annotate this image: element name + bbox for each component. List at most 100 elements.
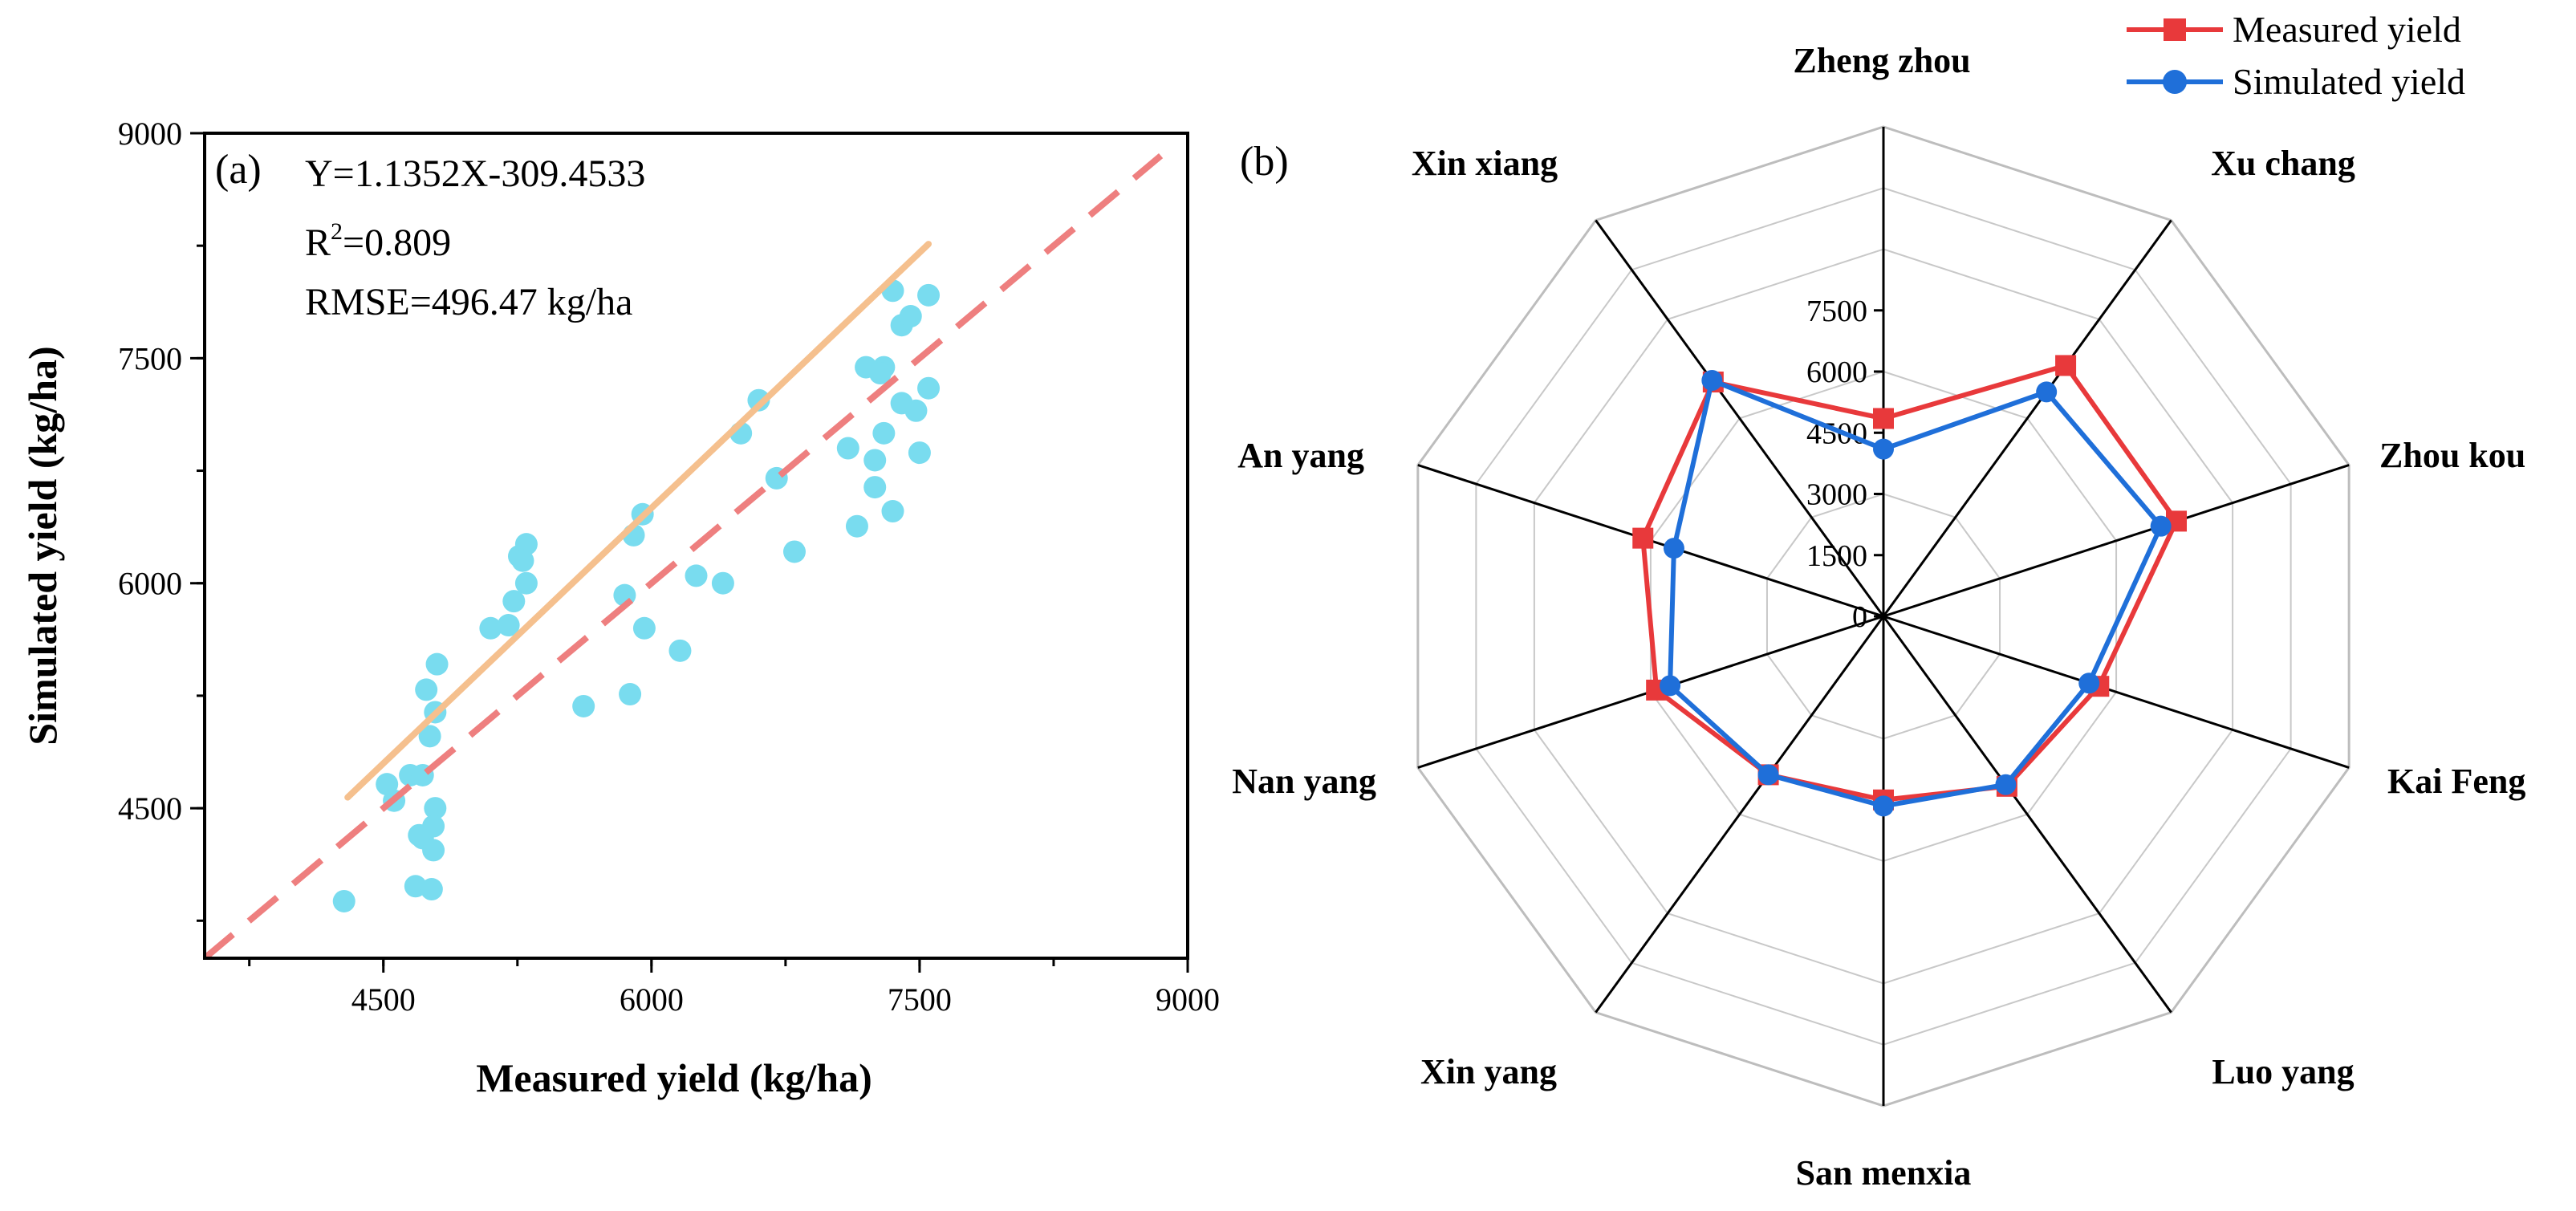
scatter-point-39 xyxy=(863,476,887,499)
radar-axis-label-3: Kai Feng xyxy=(2387,762,2525,801)
r-squared-value: =0.809 xyxy=(343,221,451,264)
scatter-point-12 xyxy=(415,678,438,701)
scatter-point-49 xyxy=(890,392,913,415)
scatter-panel: 4500 6000 7500 9000 4500 6000 7500 9000 (a) Y=1… xyxy=(20,116,1220,1100)
scatter-ticks: 4500 6000 7500 9000 4500 6000 7500 9000 xyxy=(118,116,1220,1018)
radial-tick-label-0: 0 xyxy=(1852,600,1867,634)
y-tick-label-6000: 6000 xyxy=(118,566,182,602)
radar-spoke-6 xyxy=(1595,616,1885,1014)
scatter-panel-label: (a) xyxy=(215,147,262,193)
radar-panel-label: (b) xyxy=(1240,139,1289,185)
r-squared: R2=0.809 xyxy=(305,218,451,264)
scatter-point-4 xyxy=(424,797,447,820)
radar-spoke-2 xyxy=(1883,464,2350,618)
radial-tick-label-1500: 1500 xyxy=(1806,539,1867,573)
legend-marker-measured xyxy=(2164,18,2186,41)
legend-label-measured: Measured yield xyxy=(2233,9,2461,50)
measured-marker-8 xyxy=(1632,527,1654,549)
radar-spoke-3 xyxy=(1883,615,2350,769)
scatter-point-37 xyxy=(845,514,868,538)
radar-axis-label-9: Xin xiang xyxy=(1412,144,1558,183)
radar-axis-label-7: Nan yang xyxy=(1232,762,1376,801)
simulated-marker-9 xyxy=(1701,369,1723,391)
simulated-marker-8 xyxy=(1663,538,1684,559)
scatter-point-17 xyxy=(502,590,526,613)
legend-marker-simulated xyxy=(2163,70,2187,94)
scatter-point-14 xyxy=(422,815,445,838)
regression-line xyxy=(344,241,932,801)
legend-item-measured: Measured yield xyxy=(2127,9,2461,50)
measured-marker-0 xyxy=(1873,408,1894,429)
radar-axis-label-1: Xu chang xyxy=(2211,144,2355,183)
radar-line-simulated xyxy=(1668,377,2164,809)
x-tick-label-9000: 9000 xyxy=(1156,981,1220,1018)
measured-marker-1 xyxy=(2055,355,2077,376)
scatter-point-36 xyxy=(836,437,859,460)
rmse-text: RMSE=496.47 kg/ha xyxy=(305,281,632,323)
scatter-plot-area xyxy=(205,152,1164,958)
simulated-marker-2 xyxy=(2150,515,2172,537)
radar-axis-label-5: San menxia xyxy=(1796,1153,1972,1193)
scatter-point-10 xyxy=(418,725,441,748)
scatter-point-13 xyxy=(425,652,449,676)
legend-item-simulated: Simulated yield xyxy=(2127,61,2465,102)
y-tick-label-7500: 7500 xyxy=(118,340,182,376)
simulated-marker-5 xyxy=(1873,795,1894,817)
r-squared-prefix: R xyxy=(305,221,331,264)
radar-series xyxy=(1632,355,2188,817)
x-axis-title: Measured yield (kg/ha) xyxy=(476,1055,872,1100)
simulated-marker-0 xyxy=(1873,438,1894,460)
radar-axis-label-0: Zheng zhou xyxy=(1793,41,1970,80)
scatter-point-18 xyxy=(514,571,538,595)
radar-axis-label-6: Xin yang xyxy=(1420,1052,1557,1091)
scatter-point-29 xyxy=(668,639,692,662)
regression-equation: Y=1.1352X-309.4533 xyxy=(305,152,645,195)
simulated-marker-1 xyxy=(2036,381,2058,403)
scatter-point-23 xyxy=(572,694,595,717)
scatter-point-45 xyxy=(899,305,922,328)
y-axis-title: Simulated yield (kg/ha) xyxy=(20,346,65,745)
scatter-point-22 xyxy=(479,616,502,640)
x-tick-label-6000: 6000 xyxy=(620,981,684,1018)
radial-tick-label-6000: 6000 xyxy=(1806,356,1867,389)
scatter-point-40 xyxy=(863,449,887,472)
radial-tick-label-7500: 7500 xyxy=(1806,295,1867,328)
scatter-point-47 xyxy=(917,283,941,307)
scatter-point-24 xyxy=(619,683,642,706)
scatter-frame xyxy=(203,132,1189,960)
x-tick-label-4500: 4500 xyxy=(351,981,416,1018)
simulated-marker-4 xyxy=(1995,774,2017,795)
scatter-point-33 xyxy=(747,388,770,412)
r-squared-superscript: 2 xyxy=(331,218,343,245)
y-tick-label-9000: 9000 xyxy=(118,116,182,152)
scatter-point-0 xyxy=(332,889,356,912)
scatter-point-52 xyxy=(868,362,892,385)
scatter-point-41 xyxy=(872,421,896,445)
simulated-marker-3 xyxy=(2078,673,2100,694)
scatter-point-35 xyxy=(783,540,806,563)
scatter-point-16 xyxy=(497,614,520,637)
scatter-point-3 xyxy=(422,839,445,862)
scatter-point-31 xyxy=(711,571,734,595)
radar-axis-label-8: An yang xyxy=(1237,436,1364,475)
one-to-one-line xyxy=(205,152,1164,958)
radar-axis-label-4: Luo yang xyxy=(2212,1052,2354,1091)
legend-label-simulated: Simulated yield xyxy=(2233,61,2465,102)
scatter-point-30 xyxy=(685,564,708,587)
simulated-marker-7 xyxy=(1660,675,1681,697)
scatter-point-21 xyxy=(511,549,534,572)
scatter-point-25 xyxy=(632,616,656,640)
legend: Measured yield Simulated yield xyxy=(2127,9,2465,102)
radar-spoke-9 xyxy=(1595,219,1885,617)
radar-labels: Zheng zhou Xu chang Zhou kou Kai Feng Luo ya… xyxy=(1232,41,2525,1193)
simulated-marker-6 xyxy=(1757,764,1779,786)
radar-axis-label-2: Zhou kou xyxy=(2379,436,2525,475)
radial-tick-label-3000: 3000 xyxy=(1806,478,1867,512)
scatter-point-15 xyxy=(420,878,443,901)
scatter-point-42 xyxy=(881,500,904,523)
scatter-point-51 xyxy=(917,376,941,400)
x-tick-label-7500: 7500 xyxy=(888,981,952,1018)
